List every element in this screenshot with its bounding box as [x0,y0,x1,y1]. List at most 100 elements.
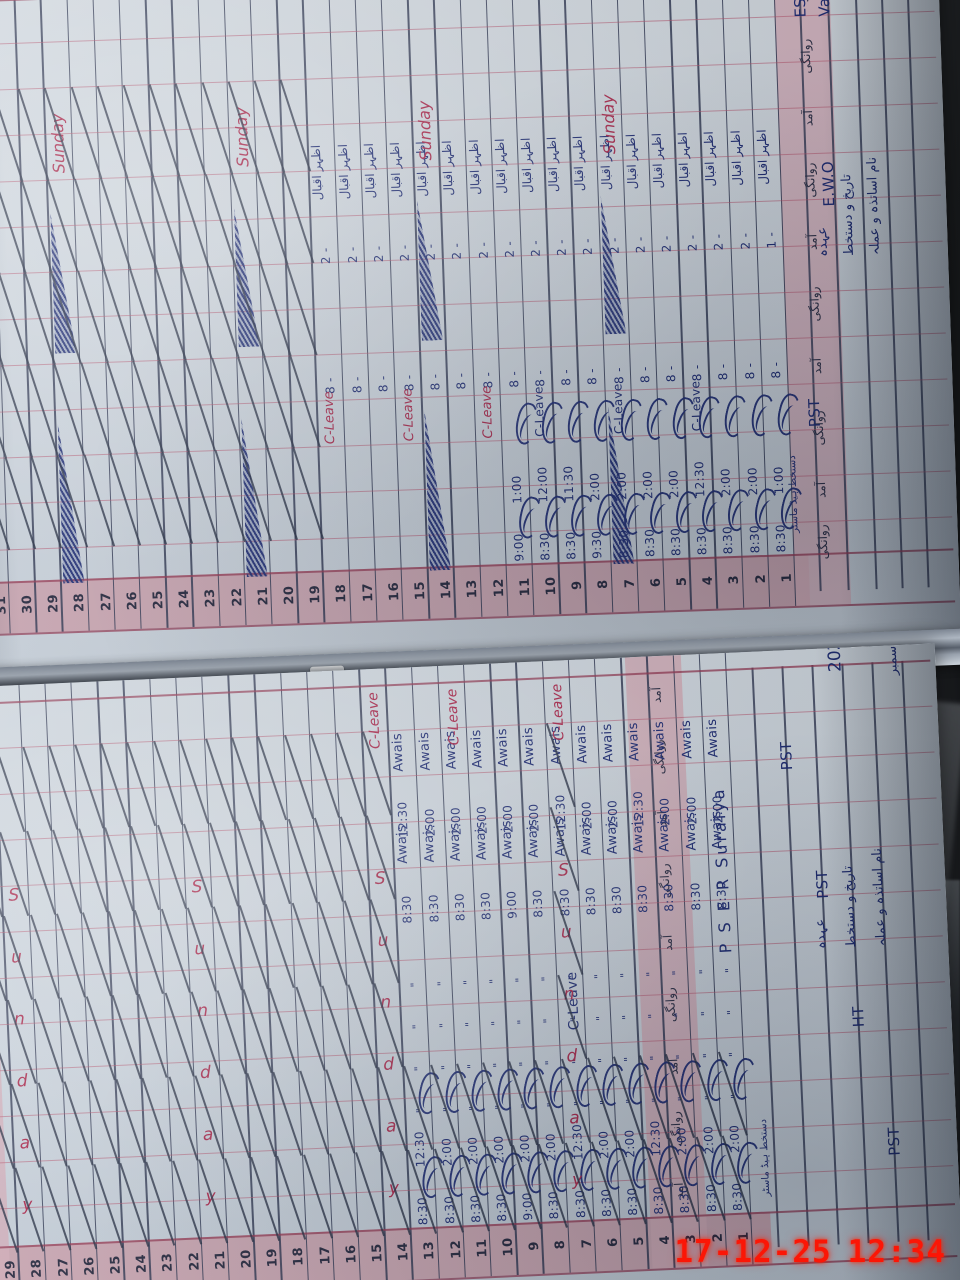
period-mark: 2 - [449,242,465,260]
day-number: 8 [553,1239,569,1250]
name-entry: اظہر اقبال [309,144,326,201]
day-number: 16 [386,581,403,602]
ditto-mark: " [517,1060,531,1067]
column-label: روانگی [798,38,814,74]
day-number: 13 [422,1240,438,1261]
teacher-name: Awais [682,811,700,851]
day-number: 20 [238,1248,255,1269]
period-mark: 8 - [532,369,548,387]
period-mark: 8 - [742,362,757,380]
day-number: 19 [265,1247,281,1268]
period-mark: 8 - [585,367,600,386]
arrival-time: 8:30 [668,527,684,557]
grid-column-line [327,0,352,622]
day-number: 19 [307,584,324,604]
day-number: 9 [526,1240,543,1251]
grid-column-line [301,0,326,623]
leave-label: C-Leave [365,691,384,750]
day-number: 16 [343,1244,360,1264]
grid-column-line [353,0,378,621]
period-mark: 8 - [637,366,653,384]
name-entry: اظہر اقبال [571,135,587,192]
timestamp-date: 17-12-25 [674,1234,832,1270]
ditto-mark: " [539,975,553,982]
day-number: 11 [517,577,534,597]
arrival-time: 8:30 [635,884,651,914]
period-mark: 2 - [344,246,360,264]
arrival-time: 8:30 [773,524,789,553]
period-mark: 8 - [349,376,365,394]
sunday-label: Sunday [47,113,70,174]
teacher-name: Awais [603,815,621,855]
ditto-mark: " [462,1021,477,1028]
day-number: 27 [55,1257,72,1277]
teacher-name: Awais [473,821,490,861]
name-entry: اظہر اقبال [675,131,692,188]
arrival-time: 8:30 [713,880,730,910]
period-mark: 8 - [689,364,705,382]
ditto-mark: " [646,1012,660,1019]
day-number: 10 [543,576,560,596]
period-mark: 2 - [711,233,727,251]
designation-pst: PST [804,398,824,428]
ditto-mark: " [621,1056,636,1063]
departure-time: 1:00 [509,475,525,504]
timestamp-time: 12:34 [847,1234,946,1270]
day-number: 24 [177,588,193,609]
period-mark: 2 - [371,245,386,263]
ditto-mark: " [491,1062,505,1068]
grid-column-line [275,0,300,624]
teacher-name: Awais [708,810,726,850]
period-mark: 8 - [663,365,679,383]
teacher-name: Awais [390,732,408,773]
ditto-mark: " [726,1051,740,1058]
period-mark: 2 - [502,240,517,258]
sunday-letter: S [191,876,203,898]
grid-column-line [379,0,404,620]
day-number: 7 [622,578,638,589]
period-mark: 8 - [611,367,626,385]
column-label: روانگی [815,524,831,560]
ditto-mark: " [620,1014,634,1021]
leave-label: C-Leave [548,683,568,741]
column-label: روانگی [807,286,823,322]
period-mark: 2 - [580,238,596,256]
day-number: 21 [255,586,272,606]
day-number: 15 [369,1242,386,1263]
sunday-label: Sunday [231,106,253,168]
teacher-name: Awais [678,719,696,760]
day-number: 14 [438,579,455,600]
arrival-time: 8:30 [537,532,553,561]
day-number: 7 [579,1238,595,1249]
arrival-time: 9:00 [511,533,527,562]
ditto-mark: " [700,1052,714,1059]
day-number: 3 [727,574,743,585]
arrival-time: 9:30 [589,530,605,560]
day-number: 15 [412,580,429,601]
period-mark: 1 - [763,231,779,249]
name-entry: اظہر اقبال [518,137,535,194]
leave-label: C-Leave [688,380,705,432]
ditto-mark: " [543,1059,557,1066]
day-number: 12 [491,577,507,598]
name-entry: اظہر اقبال [623,133,640,190]
day-number: 22 [186,1251,203,1272]
name-entry: اظہر اقبال [361,142,378,199]
note-est: EST (ET) [789,0,809,18]
period-mark: 2 - [475,241,491,259]
name-entry: اظہر اقبال [440,140,457,197]
ditto-mark: " [593,1015,608,1022]
day-number: 14 [395,1241,412,1262]
ditto-mark: " [464,1063,479,1070]
column-label: روانگی [662,987,679,1023]
grid-column-line [458,0,483,617]
period-mark: 2 - [528,239,543,258]
teacher-name: Awais [525,818,543,859]
day-number: 24 [134,1253,151,1274]
page-shading-right [817,0,960,657]
teacher-name: Awais [394,824,412,865]
teacher-name: Awais [420,823,438,863]
blocked-cell [424,410,451,571]
teacher-name: Awais [446,822,464,862]
day-number: 6 [605,1237,621,1248]
